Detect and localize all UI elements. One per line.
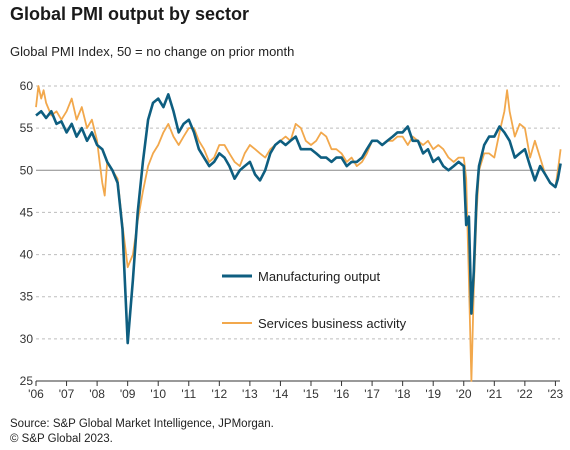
x-tick-label: '06 [28, 387, 44, 401]
copyright-text: © S&P Global 2023. [10, 433, 113, 445]
y-tick-label: 45 [20, 205, 34, 219]
y-tick-label: 50 [20, 163, 34, 177]
y-tick-label: 30 [20, 332, 34, 346]
source-text: Source: S&P Global Market Intelligence, … [10, 418, 274, 430]
x-tick-label: '18 [395, 387, 411, 401]
x-tick-label: '11 [181, 387, 196, 401]
x-tick-label: '22 [517, 387, 533, 401]
x-tick-label: '17 [364, 387, 380, 401]
y-tick-label: 60 [20, 79, 34, 93]
x-tick-label: '21 [486, 387, 502, 401]
y-tick-label: 35 [20, 290, 34, 304]
legend-label: Services business activity [258, 316, 407, 331]
series-lines [35, 85, 562, 382]
y-tick-label: 55 [20, 121, 34, 135]
source-note: Source: S&P Global Market Intelligence, … [10, 417, 274, 447]
services-activity-line [35, 85, 562, 382]
x-tick-label: '20 [456, 387, 472, 401]
x-tick-label: '09 [120, 387, 136, 401]
x-tick-label: '07 [59, 387, 75, 401]
x-axis-ticks: '06 '07 '08 '09 '10 '11 '12 '13 '14 '15 '16 '17 '18 '… [28, 381, 564, 401]
x-tick-label: '16 [334, 387, 350, 401]
x-tick-label: '12 [212, 387, 228, 401]
chart-subtitle: Global PMI Index, 50 = no change on prio… [10, 44, 295, 59]
chart-title: Global PMI output by sector [10, 4, 250, 24]
legend: Manufacturing output Services business ac… [222, 269, 407, 331]
grid-lines [36, 85, 560, 382]
y-tick-label: 40 [20, 248, 34, 262]
y-tick-label: 25 [20, 374, 34, 388]
manufacturing-output-line [35, 93, 562, 345]
x-tick-label: '23 [548, 387, 564, 401]
y-axis-ticks: 25 30 35 40 45 50 55 60 [20, 79, 34, 388]
x-tick-label: '10 [150, 387, 166, 401]
x-tick-label: '15 [303, 387, 319, 401]
x-tick-label: '14 [273, 387, 289, 401]
x-tick-label: '08 [89, 387, 105, 401]
x-tick-label: '13 [242, 387, 258, 401]
x-tick-label: '19 [425, 387, 441, 401]
legend-label: Manufacturing output [258, 269, 381, 284]
